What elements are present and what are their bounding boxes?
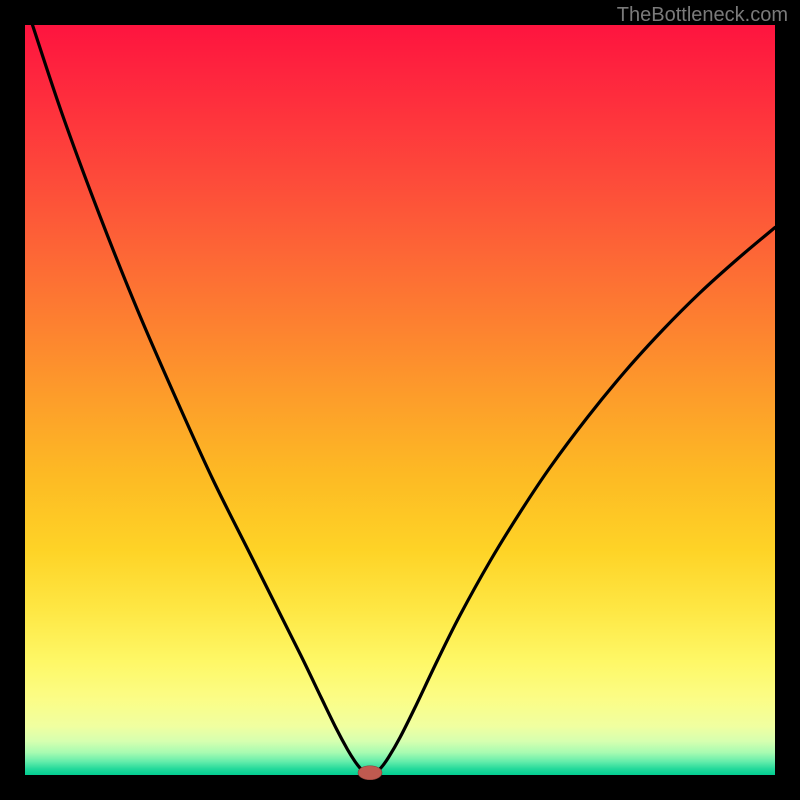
- chart-container: TheBottleneck.com: [0, 0, 800, 800]
- optimum-marker: [358, 766, 382, 780]
- plot-background: [25, 25, 775, 775]
- bottleneck-chart: [0, 0, 800, 800]
